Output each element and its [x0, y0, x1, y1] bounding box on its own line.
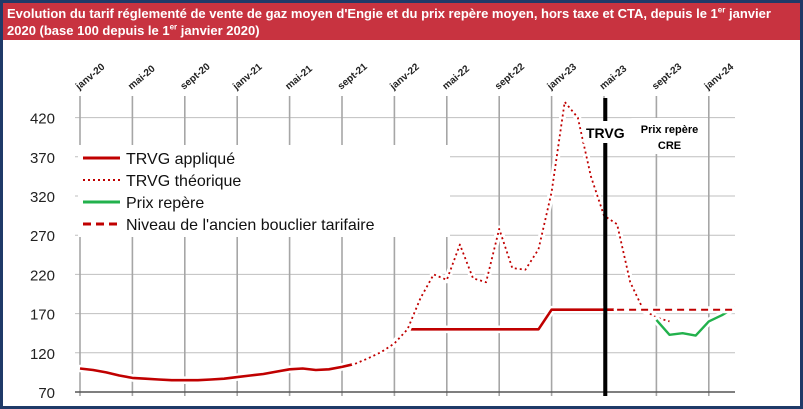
y-tick-label: 170	[30, 307, 55, 324]
series-halo-trvg-applique	[76, 305, 621, 384]
title-text-3: janvier 2020)	[177, 23, 260, 38]
title-text-2: janvier 2020 (base 100 depuis le 1	[7, 6, 771, 38]
legend-label-prix-repere: Prix repère	[126, 195, 204, 212]
x-tick-label: sept-21	[336, 61, 370, 92]
y-tick-label: 370	[30, 150, 55, 167]
x-tick-label: mai-22	[441, 63, 473, 92]
y-tick-label: 120	[30, 346, 55, 363]
x-tick-label: sept-22	[493, 61, 527, 92]
chart-title: Evolution du tarif réglementé de vente d…	[3, 3, 800, 40]
y-tick-label: 320	[30, 189, 55, 206]
series-line-trvg-applique	[79, 308, 618, 382]
x-tick-label: janv-23	[545, 61, 580, 93]
x-tick-label: janv-20	[73, 61, 108, 93]
legend-label-trvg-theorique: TRVG théorique	[126, 173, 241, 190]
x-tick-label: janv-24	[702, 61, 737, 93]
x-tick-label: sept-23	[650, 61, 684, 92]
trvg-label-bg	[583, 121, 628, 143]
title-sup-1: er	[717, 5, 726, 15]
legend-label-ancien-bouclier: Niveau de l'ancien bouclier tarifaire	[126, 217, 375, 234]
y-tick-label: 420	[30, 111, 55, 128]
x-tick-label: sept-20	[179, 61, 213, 92]
x-tick-label: janv-21	[230, 61, 265, 93]
title-sup-2: er	[169, 22, 178, 32]
x-tick-label: janv-22	[387, 61, 422, 93]
x-tick-label: mai-21	[283, 63, 315, 92]
trvg-annotation: TRVG	[586, 125, 625, 141]
y-tick-label: 270	[30, 228, 55, 245]
series-line-prix-repere	[655, 306, 736, 337]
cre-label-bg	[631, 118, 708, 154]
legend-label-trvg-applique: TRVG appliqué	[126, 151, 235, 168]
y-tick-label: 220	[30, 267, 55, 284]
x-tick-label: mai-20	[126, 63, 158, 92]
cre-annotation-line-1: Prix repère	[641, 124, 698, 136]
title-text-1: Evolution du tarif réglementé de vente d…	[7, 6, 718, 21]
series-halo-trvg-theorique	[351, 98, 673, 368]
x-tick-label: mai-23	[598, 63, 630, 92]
y-tick-label: 70	[38, 385, 55, 402]
cre-annotation-line-2: CRE	[658, 140, 681, 152]
legend-box	[78, 145, 450, 237]
